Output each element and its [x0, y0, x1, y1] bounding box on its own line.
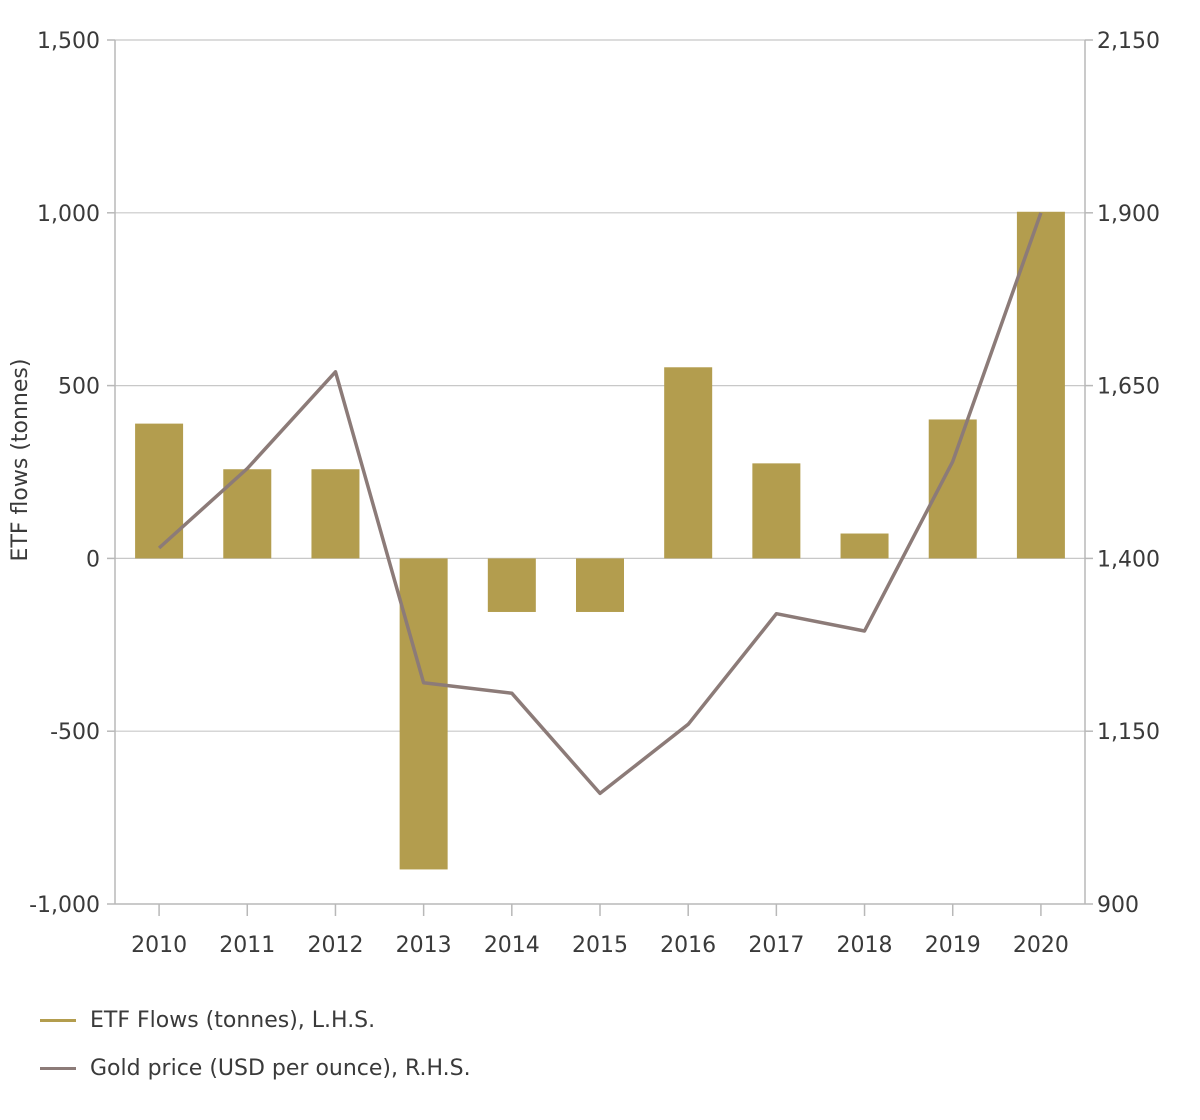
gold-price-polyline: [157, 212, 1043, 796]
x-axis-tick-label: 2011: [219, 933, 275, 958]
right-axis-tick-label: 1,400: [1097, 547, 1160, 572]
left-axis-tick-label: -1,000: [29, 893, 100, 918]
legend-item-etf-flows: ETF Flows (tonnes), L.H.S.: [40, 996, 471, 1044]
legend: ETF Flows (tonnes), L.H.S. Gold price (U…: [40, 996, 471, 1092]
right-axis-tick-label: 1,900: [1097, 202, 1160, 227]
etf-bar: [1016, 211, 1065, 559]
x-axis-tick-label: 2017: [748, 933, 804, 958]
legend-swatch-etf-flows: [40, 1018, 76, 1022]
x-axis-tick-label: 2018: [837, 933, 893, 958]
etf-bar: [840, 533, 889, 559]
etf-bar: [576, 558, 624, 612]
legend-label-gold-price: Gold price (USD per ounce), R.H.S.: [90, 1055, 471, 1081]
right-axis-tick-label: 900: [1097, 893, 1139, 918]
etf-bar: [135, 423, 184, 559]
etf-gold-chart: 1,500 1,000 500 0 -500 -1,000 2,150 1,900 1,650 1…: [8, 29, 1160, 958]
legend-item-gold-price: Gold price (USD per ounce), R.H.S.: [40, 1044, 471, 1092]
axes: [107, 39, 1093, 916]
gold-price-line: [157, 212, 1043, 796]
x-axis-tick-label: 2015: [572, 933, 628, 958]
legend-label-etf-flows: ETF Flows (tonnes), L.H.S.: [90, 1007, 376, 1033]
tick-labels: 1,500 1,000 500 0 -500 -1,000 2,150 1,900 1,650 1…: [29, 29, 1160, 958]
right-axis-tick-label: 2,150: [1097, 29, 1160, 54]
legend-swatch-gold-price: [40, 1066, 76, 1070]
x-axis-tick-label: 2012: [307, 933, 363, 958]
etf-bars: [135, 211, 1065, 870]
gridlines: [115, 39, 1085, 732]
left-axis-tick-label: 1,500: [37, 29, 100, 54]
x-axis-tick-label: 2016: [660, 933, 716, 958]
left-axis-tick-label: 500: [58, 375, 100, 400]
x-axis-tick-label: 2013: [396, 933, 452, 958]
x-axis-tick-label: 2014: [484, 933, 540, 958]
etf-bar: [399, 558, 448, 870]
left-axis-tick-label: 0: [86, 547, 100, 572]
left-axis-title: ETF flows (tonnes): [8, 359, 33, 562]
etf-bar: [311, 469, 360, 559]
etf-bar: [752, 463, 801, 559]
left-axis-tick-label: -500: [50, 720, 100, 745]
left-axis-tick-label: 1,000: [37, 202, 100, 227]
etf-bar: [664, 367, 713, 559]
x-axis-tick-label: 2010: [131, 933, 187, 958]
etf-bar: [487, 558, 536, 612]
etf-bar: [928, 419, 977, 559]
x-axis-tick-label: 2019: [925, 933, 981, 958]
right-axis-tick-label: 1,650: [1097, 375, 1160, 400]
right-axis-tick-label: 1,150: [1097, 720, 1160, 745]
x-axis-tick-label: 2020: [1013, 933, 1069, 958]
